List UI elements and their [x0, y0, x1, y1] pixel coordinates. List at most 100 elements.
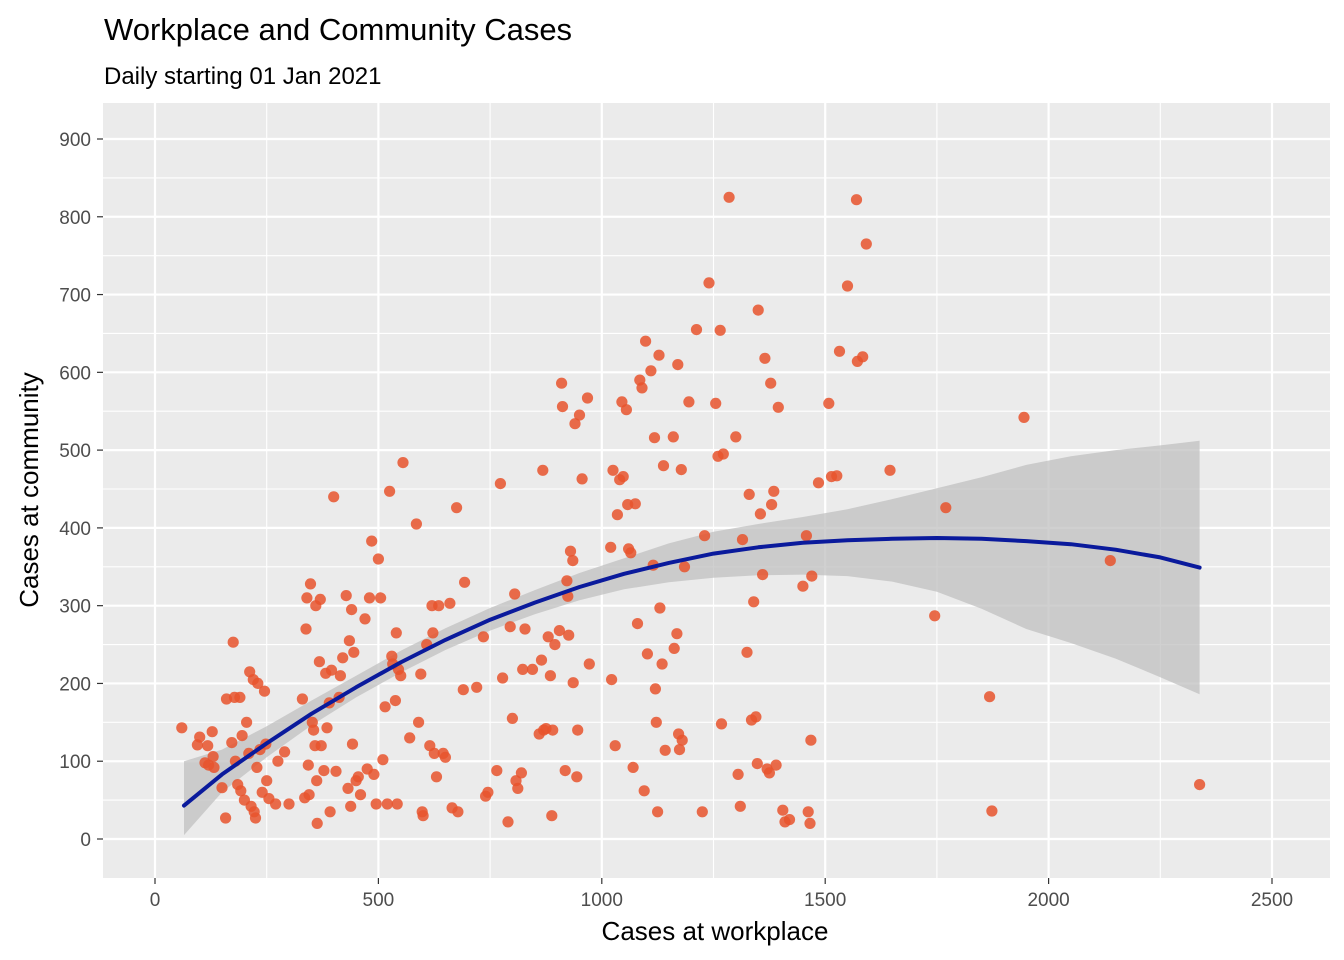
x-tick-label: 0 [150, 890, 161, 911]
data-point [723, 191, 735, 203]
data-point [236, 730, 248, 742]
data-point [208, 761, 220, 774]
data-point [220, 812, 232, 824]
data-point [766, 499, 778, 511]
data-point [384, 485, 396, 497]
data-point [631, 618, 644, 630]
data-point [732, 768, 744, 781]
data-point [768, 485, 780, 497]
data-point [553, 625, 566, 637]
data-point [617, 471, 629, 483]
y-axis: 0 100 200 300 400 500 600 700 800 900 [59, 130, 103, 851]
data-point [559, 765, 571, 777]
data-point [272, 755, 284, 767]
data-point [283, 798, 295, 810]
data-point [650, 716, 662, 728]
data-point [526, 663, 539, 676]
data-point [556, 401, 569, 413]
points-layer [176, 191, 1206, 830]
data-point [207, 751, 219, 763]
data-point [375, 592, 387, 604]
data-point [366, 535, 378, 547]
data-point [206, 726, 218, 738]
data-point [519, 623, 531, 635]
data-point [676, 734, 688, 746]
data-point [368, 768, 380, 781]
data-point [354, 789, 367, 801]
data-point [572, 724, 584, 736]
data-point [714, 324, 726, 336]
data-point [569, 418, 581, 430]
data-point [648, 432, 661, 444]
data-point [751, 758, 763, 770]
data-point [546, 810, 558, 822]
smooth-line [182, 536, 1202, 808]
data-point [176, 722, 188, 734]
data-point [715, 718, 728, 730]
data-point [296, 693, 308, 705]
data-point [311, 775, 323, 787]
data-point [311, 817, 323, 830]
data-point [765, 377, 777, 389]
y-tick-label: 200 [59, 674, 91, 695]
data-point [477, 631, 489, 643]
data-point [659, 744, 671, 756]
data-point [654, 602, 666, 614]
data-point [343, 635, 355, 647]
data-point [471, 681, 483, 693]
data-point [986, 805, 998, 817]
data-point [699, 530, 711, 542]
data-point [313, 656, 325, 668]
data-point [301, 592, 313, 604]
data-point [363, 592, 376, 604]
data-point [629, 498, 641, 510]
data-point [645, 365, 657, 377]
data-point [561, 575, 573, 587]
y-tick-label: 800 [59, 208, 91, 229]
data-point [802, 806, 814, 818]
data-point [730, 431, 742, 443]
data-point [249, 812, 262, 824]
data-point [202, 740, 214, 752]
y-tick-label: 900 [59, 130, 91, 151]
data-point [515, 767, 528, 779]
data-point [940, 502, 952, 514]
data-point [279, 746, 291, 758]
data-point [703, 277, 715, 289]
data-point [482, 786, 494, 798]
data-point [304, 578, 317, 590]
data-point [683, 396, 695, 408]
x-tick-label: 2000 [1027, 890, 1069, 911]
data-point [413, 716, 425, 728]
data-point [234, 691, 246, 704]
data-point [417, 810, 429, 822]
smooth-line-layer [182, 536, 1202, 808]
data-point [549, 639, 561, 651]
data-point [346, 604, 358, 616]
data-point [678, 561, 691, 573]
data-point [430, 771, 443, 783]
data-point [459, 576, 471, 588]
data-point [833, 345, 846, 357]
x-tick-label: 500 [363, 890, 395, 911]
data-point [235, 785, 247, 797]
data-point [556, 377, 568, 389]
data-point [542, 631, 554, 643]
data-point [1018, 411, 1030, 423]
data-point [690, 324, 703, 336]
data-point [444, 597, 456, 609]
data-point [812, 477, 825, 489]
data-point [314, 593, 326, 606]
data-point [512, 782, 524, 795]
data-point [806, 570, 818, 582]
data-point [342, 782, 354, 795]
data-point [497, 672, 509, 684]
chart-subtitle: Daily starting 01 Jan 2021 [104, 63, 382, 90]
data-point [502, 816, 514, 828]
data-point [302, 759, 314, 771]
data-point [395, 670, 407, 682]
data-point [251, 761, 263, 774]
data-point [509, 588, 521, 600]
y-axis-title: Cases at community [14, 372, 44, 608]
data-point [346, 738, 359, 750]
